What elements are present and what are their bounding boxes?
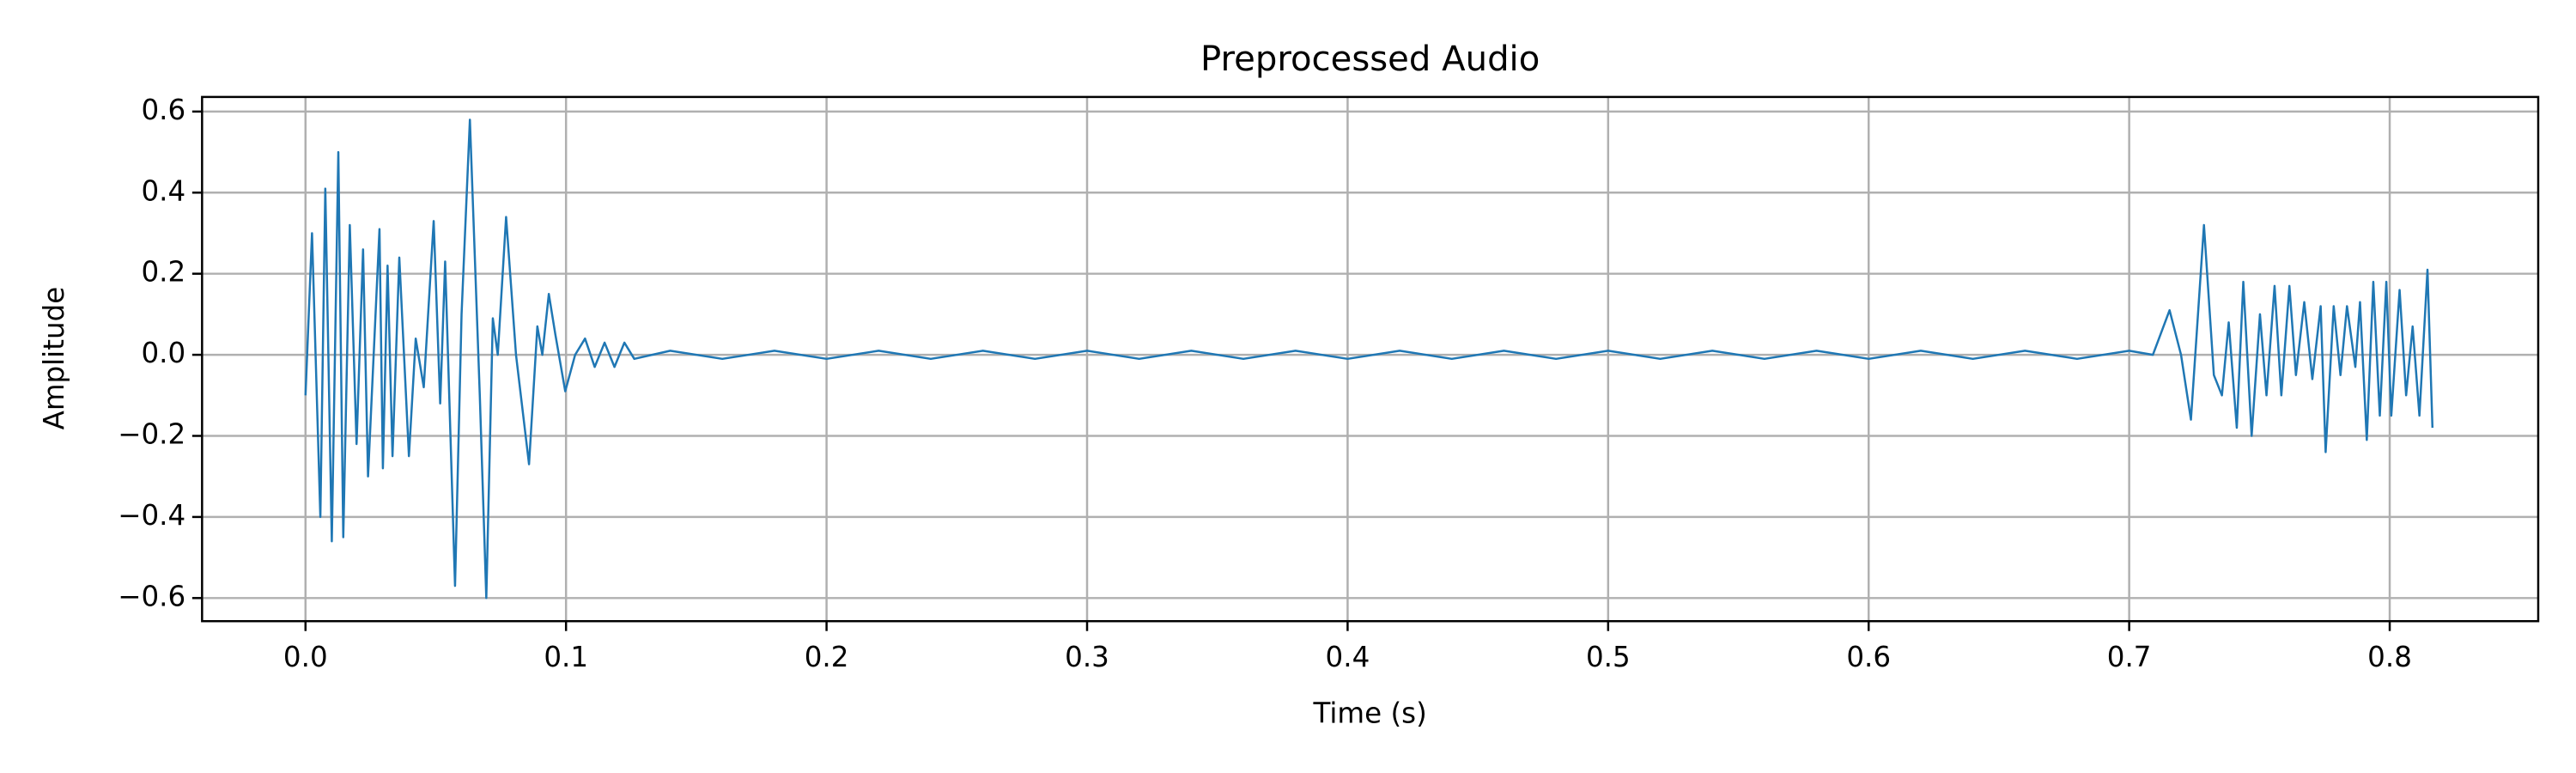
x-tick-label: 0.5 <box>1586 641 1631 673</box>
y-tick-label: 0.0 <box>141 337 185 369</box>
y-tick-label: 0.4 <box>141 174 185 207</box>
chart-title: Preprocessed Audio <box>1200 40 1540 79</box>
x-tick-label: 0.7 <box>2107 641 2152 673</box>
x-tick-label: 0.0 <box>283 641 328 673</box>
x-tick-label: 0.2 <box>805 641 849 673</box>
x-axis-label: Time (s) <box>1313 697 1427 729</box>
plot-frame <box>201 95 2540 623</box>
y-tick-label: 0.6 <box>141 94 185 126</box>
waveform <box>304 119 2434 600</box>
x-tick-label: 0.6 <box>1846 641 1891 673</box>
y-tick-label: 0.2 <box>141 256 185 289</box>
y-tick-label: −0.6 <box>118 580 185 612</box>
x-tick-label: 0.1 <box>544 641 588 673</box>
y-axis-label: Amplitude <box>38 287 70 430</box>
y-tick-label: −0.4 <box>118 499 185 532</box>
x-tick-label: 0.8 <box>2367 641 2412 673</box>
x-tick-label: 0.3 <box>1065 641 1109 673</box>
x-tick-label: 0.4 <box>1326 641 1370 673</box>
y-tick-label: −0.2 <box>118 417 185 450</box>
